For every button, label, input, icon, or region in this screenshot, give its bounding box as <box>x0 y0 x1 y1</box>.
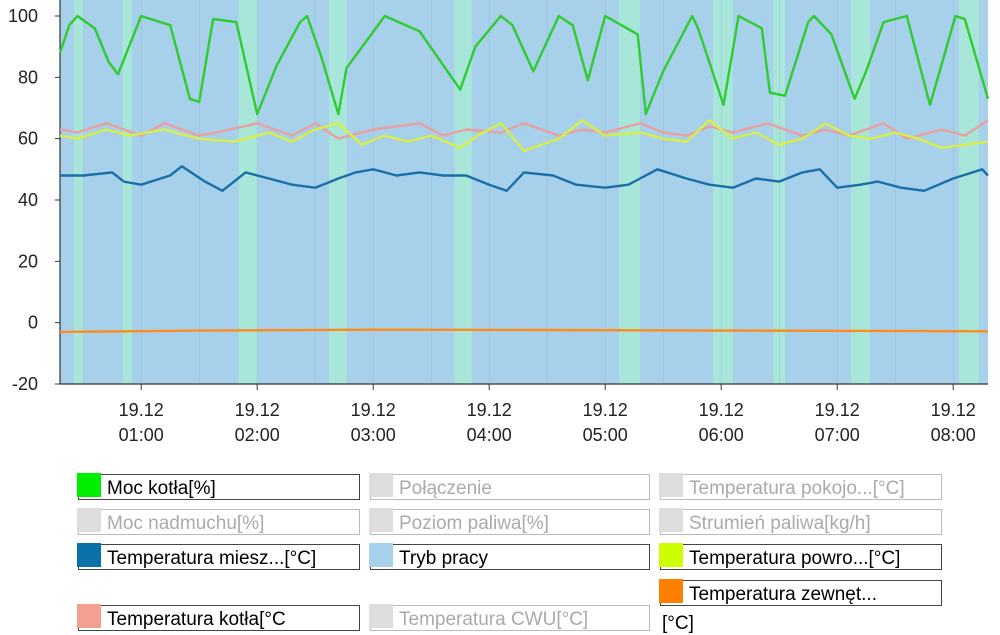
x-tick-label-time: 03:00 <box>351 425 396 445</box>
x-tick-label-date: 19.12 <box>583 400 628 420</box>
x-tick-label-date: 19.12 <box>235 400 280 420</box>
x-tick-label-date: 19.12 <box>119 400 164 420</box>
legend-item[interactable]: Temperatura pokojo...[°C] <box>659 473 942 500</box>
legend-unit: [°C] <box>662 613 694 634</box>
x-tick-label-time: 02:00 <box>235 425 280 445</box>
legend-item[interactable]: Temperatura zewnęt... <box>659 579 942 606</box>
legend-item[interactable]: Temperatura miesz...[°C] <box>77 543 360 570</box>
plot-background-band <box>454 0 472 384</box>
legend-label: Poziom paliwa[%] <box>399 513 549 534</box>
legend-item[interactable]: Moc nadmuchu[%] <box>77 508 360 535</box>
legend-label: Temperatura zewnęt... <box>689 584 877 605</box>
legend-swatch <box>369 473 393 497</box>
plot-background-band <box>238 0 258 384</box>
x-tick-label-date: 19.12 <box>931 400 976 420</box>
y-tick-label: 60 <box>18 129 38 149</box>
y-tick-label: 20 <box>18 251 38 271</box>
plot-background-band <box>713 0 733 384</box>
x-tick-label-time: 04:00 <box>467 425 512 445</box>
x-tick-label-time: 06:00 <box>699 425 744 445</box>
legend-label: Temperatura CWU[°C] <box>399 609 589 630</box>
x-tick-label-time: 07:00 <box>815 425 860 445</box>
legend-item[interactable]: Poziom paliwa[%] <box>369 508 650 535</box>
legend-swatch <box>77 543 101 567</box>
legend-label: Temperatura pokojo...[°C] <box>689 478 905 499</box>
legend-item[interactable]: Moc kotła[%] <box>77 473 360 500</box>
legend-item[interactable]: Temperatura CWU[°C] <box>369 604 650 631</box>
legend-item[interactable]: Strumień paliwa[kg/h] <box>659 508 942 535</box>
legend-swatch <box>369 508 393 532</box>
legend-label: Tryb pracy <box>399 548 489 569</box>
plot-background-band <box>851 0 870 384</box>
legend-swatch <box>659 579 683 603</box>
y-tick-label: 0 <box>28 313 38 333</box>
y-tick-label: 100 <box>8 6 38 26</box>
y-tick-label: 80 <box>18 67 38 87</box>
legend-item[interactable]: Tryb pracy <box>369 543 650 570</box>
legend-label: Połączenie <box>399 478 492 499</box>
plot-background-band <box>60 0 988 384</box>
y-tick-label: -20 <box>12 374 38 394</box>
x-tick-label-time: 08:00 <box>931 425 976 445</box>
legend-swatch <box>369 604 393 628</box>
plot-background-band <box>73 0 84 384</box>
legend-label: Strumień paliwa[kg/h] <box>689 513 871 534</box>
series-line-temperatura-zewne-t <box>59 328 989 334</box>
legend-label: Temperatura kotła[°C <box>107 609 286 630</box>
x-tick-label-date: 19.12 <box>351 400 396 420</box>
legend-label: Moc nadmuchu[%] <box>107 513 265 534</box>
chart-plot: -20 0 20 40 60 80 100 19.12 01:00 19.12 02:00 19.12… <box>8 0 990 445</box>
x-tick-label-time: 05:00 <box>583 425 628 445</box>
series-line-temperatura-miesz-c <box>60 165 989 193</box>
plot-background-band <box>619 0 640 384</box>
plot-background-band <box>329 0 347 384</box>
legend-swatch <box>659 508 683 532</box>
plot-background-band <box>959 0 979 384</box>
series-line-moc-kot-a <box>58 14 990 116</box>
legend-swatch <box>659 543 683 567</box>
legend-label: Temperatura miesz...[°C] <box>107 548 317 569</box>
legend-item[interactable]: Temperatura powro...[°C] <box>659 543 942 570</box>
legend-swatch <box>659 473 683 497</box>
legend-swatch <box>77 508 101 532</box>
legend-label: Temperatura powro...[°C] <box>689 548 901 569</box>
legend-swatch <box>77 604 101 628</box>
legend-item[interactable]: Temperatura kotła[°C <box>77 604 360 631</box>
series-line-temperatura-powro-c <box>59 119 989 153</box>
legend-swatch <box>369 543 393 567</box>
x-tick-label-date: 19.12 <box>467 400 512 420</box>
x-tick-label-date: 19.12 <box>699 400 744 420</box>
legend-label: Moc kotła[%] <box>107 478 216 499</box>
series-line-temperatura-kot-a-c <box>59 119 989 140</box>
x-tick-label-date: 19.12 <box>815 400 860 420</box>
x-tick-label-time: 01:00 <box>119 425 164 445</box>
plot-background-band <box>122 0 132 384</box>
legend-swatch <box>77 473 101 497</box>
y-tick-label: 40 <box>18 190 38 210</box>
legend-item[interactable]: Połączenie <box>369 473 650 500</box>
